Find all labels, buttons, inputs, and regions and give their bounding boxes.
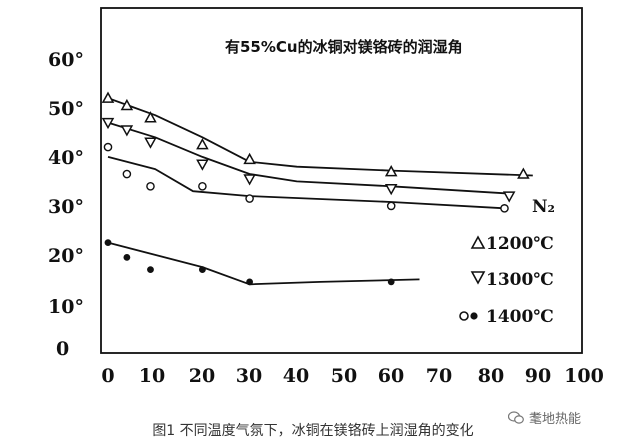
x-tick-label: 90 (525, 365, 551, 387)
x-tick-label: 10 (139, 365, 165, 387)
chart-title: 有55%Cu的冰铜对镁铬砖的润湿角 (225, 38, 463, 56)
data-point-series-4-2 (123, 253, 131, 261)
watermark-text: 耄地热能 (529, 412, 582, 427)
data-point-series-3-5 (245, 194, 254, 203)
triangle-down-icon (470, 271, 486, 285)
data-point-series-2-5 (243, 174, 256, 186)
legend-label: 1200℃ (486, 234, 554, 254)
x-tick-label: 30 (236, 365, 262, 387)
y-tick-label: 60° (48, 49, 84, 71)
data-point-series-3-3 (146, 181, 155, 191)
data-point-series-2-1 (101, 117, 115, 130)
y-axis-ticks: 0 10° 20° 30° 40° 50° 60° (48, 49, 84, 360)
data-point-series-2-2 (120, 125, 134, 137)
circle-open-icon (459, 311, 469, 321)
data-point-series-1-2 (120, 98, 134, 111)
data-point-series-2-6 (384, 184, 398, 196)
data-point-series-1-7 (517, 167, 530, 179)
data-point-series-3-2 (122, 169, 132, 179)
data-point-series-3-1 (103, 142, 113, 152)
data-point-series-2-7 (502, 191, 516, 203)
data-point-series-2-3 (144, 137, 157, 149)
x-tick-label: 100 (564, 365, 604, 387)
data-point-series-4-5 (246, 278, 254, 286)
x-tick-label: 40 (283, 365, 309, 387)
fit-line-series-4 (107, 241, 420, 286)
wechat-icon (508, 411, 524, 424)
data-point-series-3-7 (500, 204, 509, 213)
data-point-series-3-4 (198, 181, 207, 191)
y-tick-label: 50° (48, 98, 84, 120)
x-tick-label: 60 (378, 365, 404, 387)
y-tick-label: 0 (56, 338, 69, 360)
data-point-series-4-4 (199, 266, 206, 273)
x-tick-label: 80 (478, 365, 504, 387)
y-tick-label: 30° (48, 196, 84, 218)
fit-line-series-2 (107, 121, 510, 195)
data-point-series-1-3 (144, 111, 157, 123)
data-point-series-4-6 (387, 278, 395, 286)
chart: 有55%Cu的冰铜对镁铬砖的润湿角 0 10° 20° 30° 40° 50° … (48, 7, 604, 387)
data-point-series-1-1 (101, 91, 115, 103)
x-tick-label: 20 (189, 365, 215, 387)
x-axis-ticks: 0 10 20 30 40 50 60 70 80 90 100 (101, 365, 603, 387)
fit-curves (107, 97, 533, 286)
legend-item-1300: 1300℃ (470, 270, 554, 290)
legend: N₂ 1200℃ 1300℃ 1400℃ (459, 197, 555, 327)
legend-label: 1300℃ (486, 270, 554, 290)
data-markers (101, 91, 530, 286)
data-point-series-1-6 (384, 165, 398, 177)
data-point-series-4-1 (104, 239, 112, 247)
data-point-series-1-4 (196, 138, 209, 150)
y-tick-label: 20° (48, 245, 84, 267)
y-tick-label: 40° (48, 147, 84, 169)
x-tick-label: 0 (101, 365, 114, 387)
y-tick-label: 10° (48, 296, 84, 318)
legend-item-1400: 1400℃ (459, 307, 554, 327)
plot-frame (100, 7, 583, 354)
watermark: 耄地热能 (508, 408, 581, 427)
fit-line-series-3 (107, 156, 505, 210)
x-tick-label: 70 (426, 365, 452, 387)
data-point-series-4-3 (147, 266, 154, 273)
fit-line-series-1 (107, 97, 533, 177)
data-point-series-2-4 (196, 159, 209, 171)
figure-caption: 图1 不同温度气氛下，冰铜在镁铬砖上润湿角的变化 (152, 423, 474, 439)
legend-atmosphere: N₂ (532, 197, 555, 217)
data-point-series-1-5 (243, 152, 256, 165)
triangle-up-icon (470, 235, 486, 249)
legend-item-1200: 1200℃ (470, 234, 554, 254)
x-tick-label: 50 (331, 365, 357, 387)
data-point-series-3-6 (386, 201, 396, 211)
legend-label: 1400℃ (486, 307, 554, 327)
circle-filled-icon (470, 312, 478, 320)
